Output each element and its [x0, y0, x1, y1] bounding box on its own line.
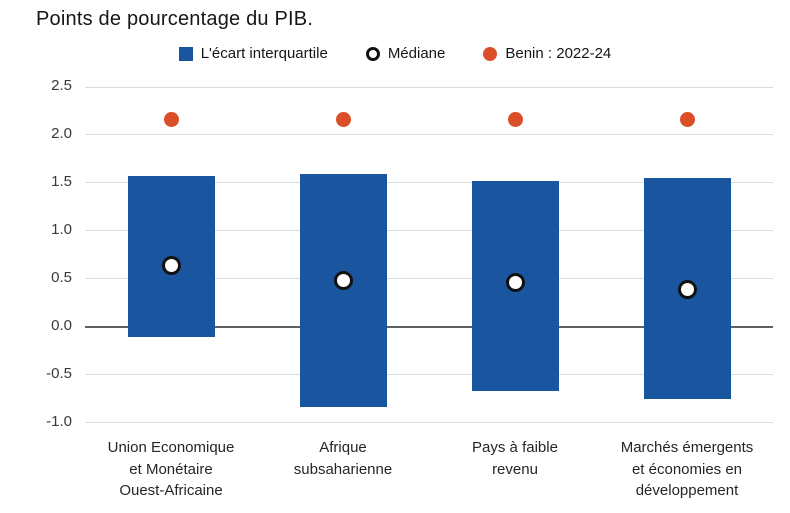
x-category-label: Pays à faible revenu [472, 439, 558, 478]
x-category-label: Marchés émergents et économies en dévelo… [620, 439, 754, 499]
median-marker [161, 255, 181, 275]
y-tick-label: 0.5 [51, 268, 72, 286]
legend-label-benin: Benin : 2022-24 [505, 45, 612, 62]
legend-label-interquartile: L'écart interquartile [200, 45, 328, 62]
legend-label-mediane: Médiane [387, 45, 446, 62]
legend-item-mediane: Médiane [365, 45, 446, 62]
benin-marker [163, 112, 179, 128]
median-marker [677, 279, 697, 299]
y-tick-label: 2.5 [51, 77, 72, 94]
y-tick-label: 1.5 [51, 172, 72, 190]
y-tick-label: 1.0 [51, 220, 72, 238]
gridline [85, 182, 773, 184]
gridline [85, 230, 773, 232]
square-icon [178, 46, 193, 61]
gridline [85, 134, 773, 136]
median-marker [505, 273, 525, 293]
iqr-bar [299, 174, 387, 408]
y-tick-label: 0.0 [51, 316, 72, 334]
gridline [85, 278, 773, 280]
median-marker [333, 271, 353, 291]
gridline [85, 374, 773, 376]
benin-marker [335, 112, 351, 128]
y-tick-label: 2.0 [51, 124, 72, 142]
open-circle-icon [365, 46, 380, 61]
benin-marker [507, 112, 523, 128]
gridline [85, 422, 773, 423]
y-tick-label: -0.5 [46, 364, 72, 382]
gridline [85, 86, 773, 88]
legend-item-benin: Benin : 2022-24 [483, 45, 611, 62]
chart-title: Points de pourcentage du PIB. [36, 8, 314, 30]
dot-icon [483, 46, 498, 61]
x-category-label: Union Economique et Monétaire Ouest-Afri… [107, 439, 235, 499]
y-tick-label: -1.0 [46, 412, 72, 430]
x-category-label: Afrique subsaharienne [293, 439, 393, 478]
chart-legend: L'écart interquartile Médiane Benin : 20… [0, 45, 790, 62]
benin-marker [679, 112, 695, 128]
zero-line [85, 325, 773, 328]
legend-item-interquartile: L'écart interquartile [178, 45, 328, 62]
